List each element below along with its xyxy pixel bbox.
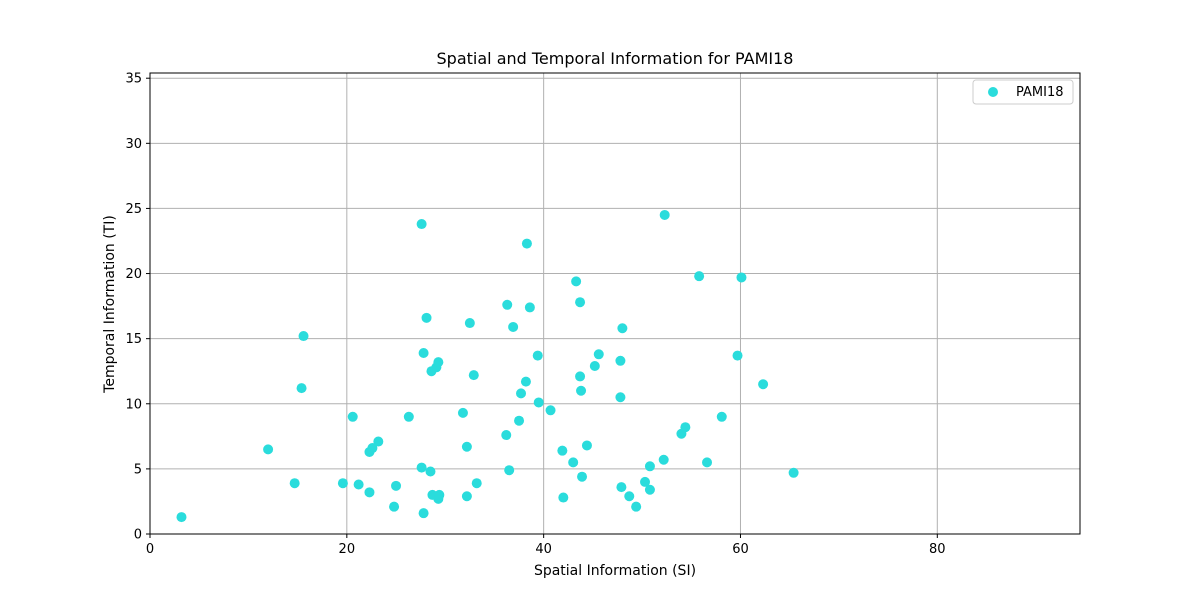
data-point: [298, 331, 309, 342]
data-point: [732, 350, 743, 361]
data-point: [263, 444, 274, 455]
data-point: [575, 371, 586, 382]
data-point: [461, 441, 472, 452]
data-point: [659, 209, 670, 220]
data-point: [615, 392, 626, 403]
data-point: [702, 457, 713, 468]
data-point: [418, 347, 429, 358]
axis-ticks: 0 20 40 60 80 0 5 10 15 20 25 30 35: [125, 72, 945, 557]
y-tick-label: 10: [125, 397, 142, 412]
data-point: [788, 467, 799, 478]
data-point: [464, 318, 475, 329]
data-point: [631, 501, 642, 512]
data-point: [557, 445, 568, 456]
data-point: [516, 388, 527, 399]
plot-area-frame: [149, 72, 1081, 535]
y-tick-label: 20: [125, 267, 142, 282]
y-tick-label: 0: [134, 528, 142, 543]
data-point: [758, 379, 769, 390]
data-point: [533, 397, 544, 408]
chart-title: Spatial and Temporal Information for PAM…: [437, 49, 794, 68]
data-point: [296, 383, 307, 394]
data-point: [418, 508, 429, 519]
data-point: [347, 411, 358, 422]
data-points: [176, 209, 799, 523]
x-tick-label: 0: [146, 542, 154, 557]
data-point: [694, 271, 705, 282]
data-point: [457, 407, 468, 418]
data-point: [520, 376, 531, 387]
data-point: [421, 312, 432, 323]
data-point: [433, 357, 444, 368]
data-point: [680, 422, 691, 433]
data-point: [615, 355, 626, 366]
data-point: [416, 462, 427, 473]
data-point: [558, 492, 569, 503]
data-point: [434, 489, 445, 500]
data-point: [644, 461, 655, 472]
legend: PAMI18: [972, 79, 1074, 105]
data-point: [502, 299, 513, 310]
data-point: [617, 323, 628, 334]
data-point: [425, 466, 436, 477]
data-point: [468, 370, 479, 381]
data-point: [389, 501, 400, 512]
data-point: [571, 276, 582, 287]
data-point: [568, 457, 579, 468]
data-point: [575, 297, 586, 308]
data-point: [364, 487, 375, 498]
legend-box: [972, 79, 1074, 105]
data-point: [391, 480, 402, 491]
data-point: [576, 385, 587, 396]
y-axis-label: Temporal Information (TI): [102, 215, 118, 394]
y-tick-label: 5: [134, 462, 142, 477]
data-point: [593, 349, 604, 360]
x-tick-label: 20: [339, 542, 356, 557]
data-point: [577, 471, 588, 482]
data-point: [581, 440, 592, 451]
data-point: [616, 482, 627, 493]
y-tick-label: 30: [125, 137, 142, 152]
data-point: [521, 238, 532, 249]
data-point: [461, 491, 472, 502]
data-point: [624, 491, 635, 502]
data-point: [337, 478, 348, 489]
y-tick-label: 25: [125, 202, 142, 217]
data-point: [353, 479, 364, 490]
data-point: [289, 478, 300, 489]
data-point: [589, 361, 600, 372]
x-axis-label: Spatial Information (SI): [534, 563, 696, 579]
data-point: [501, 430, 512, 441]
legend-marker: [988, 87, 998, 97]
data-point: [640, 476, 651, 487]
y-tick-label: 35: [125, 72, 142, 87]
data-point: [504, 465, 515, 476]
data-point: [403, 411, 414, 422]
data-point: [658, 454, 669, 465]
data-point: [532, 350, 543, 361]
data-point: [716, 411, 727, 422]
data-point: [736, 272, 747, 283]
y-tick-label: 15: [125, 332, 142, 347]
data-point: [524, 302, 535, 313]
data-point: [367, 443, 378, 454]
data-point: [373, 436, 384, 447]
legend-label: PAMI18: [1016, 85, 1064, 100]
x-tick-label: 40: [535, 542, 552, 557]
data-point: [176, 512, 187, 523]
data-point: [471, 478, 482, 489]
data-point: [416, 219, 427, 230]
data-point: [545, 405, 556, 416]
grid-lines: [149, 73, 1080, 535]
data-point: [514, 415, 525, 426]
data-point: [508, 321, 519, 332]
x-tick-label: 60: [732, 542, 749, 557]
data-point: [644, 484, 655, 495]
x-tick-label: 80: [929, 542, 946, 557]
